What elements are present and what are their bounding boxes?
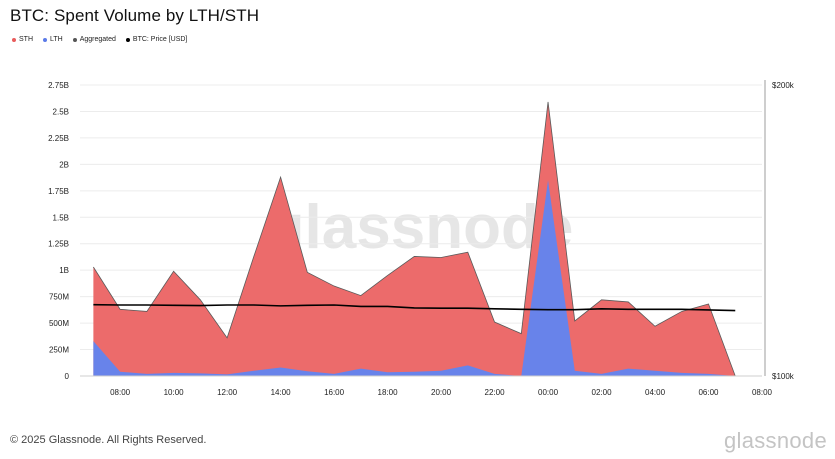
y-left-tick-label: 750M xyxy=(49,293,69,302)
legend-label-aggregated: Aggregated xyxy=(79,36,116,43)
legend-dot-sth xyxy=(12,37,16,42)
legend-item-lth[interactable]: LTH xyxy=(43,36,63,43)
x-tick-label: 10:00 xyxy=(164,388,185,397)
y-left-tick-label: 2B xyxy=(59,160,69,169)
y-left-tick-label: 1.25B xyxy=(48,240,69,249)
y-left-tick-label: 2.25B xyxy=(48,134,69,143)
x-tick-label: 02:00 xyxy=(592,388,613,397)
legend-item-sth[interactable]: STH xyxy=(12,36,33,43)
legend-dot-lth xyxy=(43,37,47,42)
y-right-tick-label: $100k xyxy=(772,372,795,381)
x-tick-label: 16:00 xyxy=(324,388,345,397)
x-tick-label: 22:00 xyxy=(485,388,506,397)
y-left-tick-label: 1.5B xyxy=(53,213,69,222)
x-tick-label: 06:00 xyxy=(698,388,719,397)
y-left-tick-label: 1.75B xyxy=(48,187,69,196)
watermark: glassnode xyxy=(267,193,574,262)
glassnode-logo: glassnode xyxy=(724,428,827,453)
legend: STH LTH Aggregated BTC: Price [USD] xyxy=(12,36,187,43)
y-left-tick-label: 2.5B xyxy=(53,107,69,116)
x-tick-label: 08:00 xyxy=(752,388,773,397)
x-tick-label: 08:00 xyxy=(110,388,131,397)
chart-title: BTC: Spent Volume by LTH/STH xyxy=(10,6,260,25)
y-left-tick-label: 500M xyxy=(49,319,69,328)
legend-item-aggregated[interactable]: Aggregated xyxy=(72,36,116,43)
legend-item-price[interactable]: BTC: Price [USD] xyxy=(125,36,188,43)
x-tick-label: 18:00 xyxy=(378,388,399,397)
x-tick-label: 20:00 xyxy=(431,388,452,397)
y-left-tick-label: 0 xyxy=(65,372,70,381)
aggregated-line xyxy=(93,101,736,377)
x-tick-label: 04:00 xyxy=(645,388,666,397)
y-right-tick-label: $200k xyxy=(772,81,795,90)
legend-label-price: BTC: Price [USD] xyxy=(132,36,188,43)
area-layer xyxy=(93,101,736,377)
axis-layer: 0 250M 500M 750M 1B 1.25B 1.5B 1.75B 2B 2.25B 2.5B… xyxy=(48,80,795,397)
x-tick-label: 00:00 xyxy=(538,388,559,397)
legend-dot-price xyxy=(125,37,130,42)
x-tick-label: 12:00 xyxy=(217,388,238,397)
legend-dot-aggregated xyxy=(72,37,77,42)
legend-label-sth: STH xyxy=(19,36,33,43)
y-left-tick-label: 1B xyxy=(59,266,69,275)
price-line xyxy=(93,303,736,312)
x-tick-label: 14:00 xyxy=(271,388,292,397)
sth-area xyxy=(93,101,736,376)
copyright-text: © 2025 Glassnode. All Rights Reserved. xyxy=(10,434,207,446)
legend-label-lth: LTH xyxy=(50,36,63,43)
y-left-tick-label: 2.75B xyxy=(48,81,69,90)
y-left-tick-label: 250M xyxy=(49,346,69,355)
